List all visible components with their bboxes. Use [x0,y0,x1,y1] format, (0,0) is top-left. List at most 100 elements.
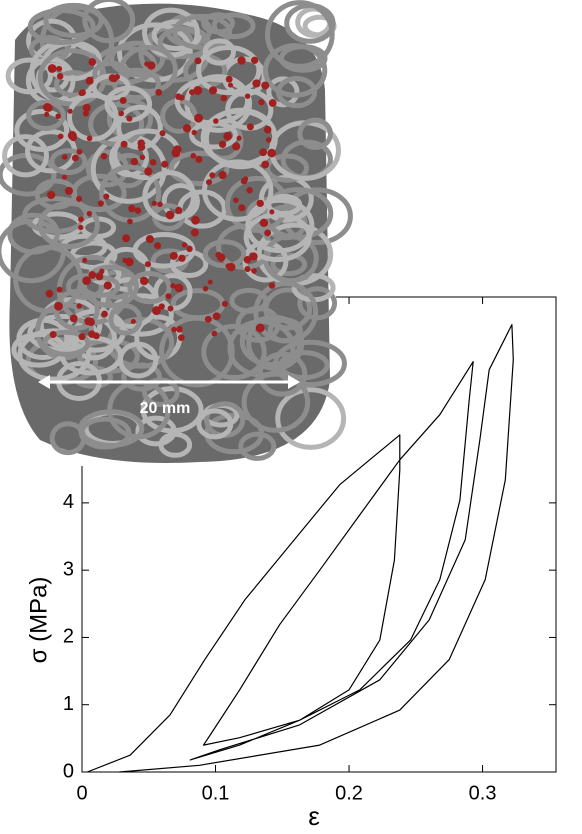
contact-point [69,134,77,142]
contact-point [82,110,90,117]
contact-point [193,85,203,95]
coil-ring [66,92,119,142]
contact-point [126,115,133,122]
contact-point [69,314,78,323]
contact-point [170,283,176,289]
coil-ring [275,387,347,450]
coil-ring [108,303,143,336]
contact-point [159,130,166,137]
contact-point [108,74,117,82]
contact-point [130,319,136,325]
coil-ring [82,0,136,44]
coil-ring [117,341,159,379]
contact-point [122,234,131,243]
x-tick-label: 0.3 [469,782,497,804]
x-axis-label: ε [308,801,320,831]
contact-point [191,215,200,225]
contact-point [176,325,183,333]
y-tick-label: 1 [63,693,74,715]
contact-point [191,129,197,136]
contact-point [139,154,146,161]
coil-ring [14,108,70,153]
contact-point [202,285,209,292]
coil-ring [11,331,67,368]
contact-point [190,228,199,237]
contact-point [145,235,154,244]
contact-point [82,103,91,112]
contact-point [209,172,216,179]
coil-ring [65,273,105,301]
contact-point [61,154,68,160]
contact-point [71,154,79,162]
contact-point [195,155,203,164]
coil-ring [201,323,267,381]
contact-point [154,242,162,250]
contact-point [158,303,165,310]
x-tick-label: 0 [76,782,87,804]
contact-point [95,272,104,281]
coil-ring [225,175,289,233]
contact-point [223,131,232,141]
coil-ring [196,45,262,96]
coil-ring [43,2,104,38]
coil-ring [253,281,319,344]
coil-ring [141,377,180,407]
y-tick-label: 0 [63,760,74,782]
contact-point [44,111,50,117]
coil-ring [245,197,315,254]
contact-point [161,160,169,168]
contact-point [79,89,86,96]
contact-point [225,75,233,83]
contact-point [267,148,276,158]
contact-point [61,174,67,180]
contact-point [49,331,57,339]
coil-ring [2,134,49,178]
contact-point [227,82,234,88]
contact-point [88,58,97,66]
contact-point [252,79,261,88]
contact-point [134,207,142,214]
contact-point [85,76,94,85]
contact-point [157,201,163,208]
contact-point [190,152,197,159]
contact-point [99,268,105,274]
coil-ring [13,245,84,314]
contact-point [101,310,108,318]
contact-point [97,200,104,207]
contact-point [57,133,64,140]
coils [0,0,353,461]
contact-point [76,195,83,202]
contact-point [130,157,139,166]
contact-point [165,210,175,220]
contact-point [127,218,133,225]
contact-point [246,187,253,194]
coil-ring [174,76,251,126]
contact-point [171,148,181,158]
coil-ring [78,416,132,450]
contact-point [88,330,96,338]
contact-point [175,206,183,215]
coil-ring [142,170,197,223]
contact-point [56,73,64,80]
contact-point [56,286,63,293]
contact-point [259,218,269,228]
contact-point [251,268,257,274]
coil-ring [121,362,163,392]
contact-point [218,140,227,149]
coil-ring [265,0,335,69]
coil-ring [238,431,277,461]
contact-point [259,148,268,157]
contact-point [152,306,161,316]
contact-point [137,143,146,151]
contact-point [155,88,163,96]
contact-point [207,279,213,285]
contact-point [237,56,246,65]
contact-point [86,135,93,142]
coil-ring [241,371,311,433]
contact-point [144,167,153,176]
contact-point [261,160,270,169]
contact-point [78,333,86,341]
contact-point [47,64,57,73]
y-tick-label: 3 [63,558,74,580]
